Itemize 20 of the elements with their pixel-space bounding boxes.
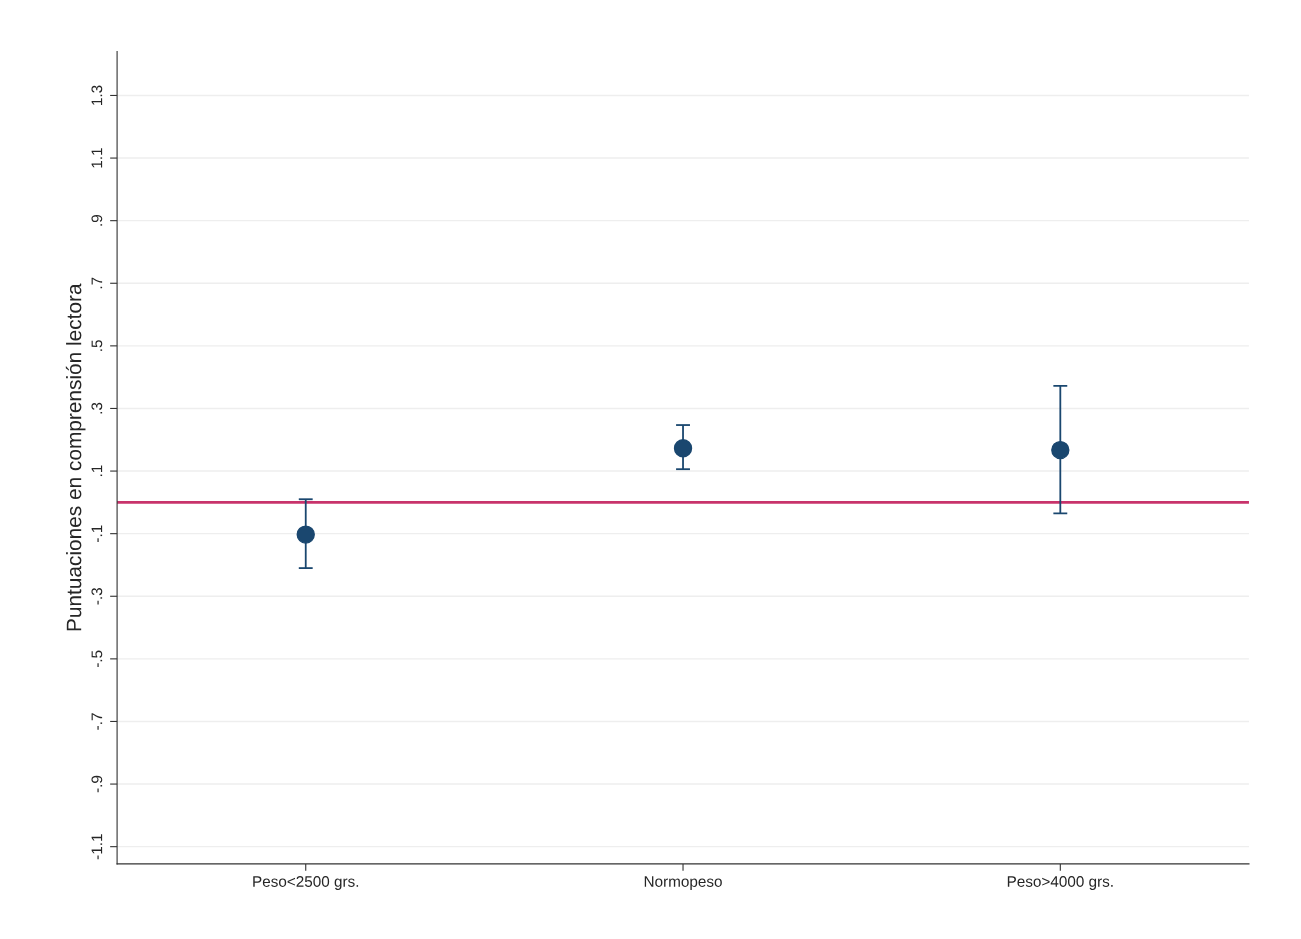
y-tick-label: 1.1 — [91, 148, 103, 168]
x-tick-label: Peso>4000 grs. — [1007, 876, 1113, 890]
y-tick-label: .7 — [91, 277, 103, 289]
point — [296, 525, 315, 544]
y-tick-label: -.9 — [91, 775, 103, 793]
y-tick-label: -1.1 — [91, 834, 103, 860]
x-tick-label: Normopeso — [644, 876, 722, 890]
y-tick-label: -.3 — [91, 588, 103, 605]
y-tick-label: .1 — [91, 465, 103, 477]
y-tick-label: 1.3 — [91, 85, 103, 105]
x-tick-label: Peso<2500 grs. — [253, 876, 359, 890]
y-tick-label: .9 — [91, 215, 103, 226]
y-tick-label: -.5 — [91, 650, 103, 668]
point — [1051, 440, 1070, 460]
y-tick-label: -.7 — [91, 713, 103, 730]
point — [673, 439, 693, 458]
y-tick-label: -.1 — [91, 525, 103, 542]
y-tick-label: .5 — [91, 340, 103, 351]
y-tick-label: .3 — [91, 402, 103, 414]
y-axis-title: Puntuaciones en comprensión lectora — [65, 283, 86, 631]
